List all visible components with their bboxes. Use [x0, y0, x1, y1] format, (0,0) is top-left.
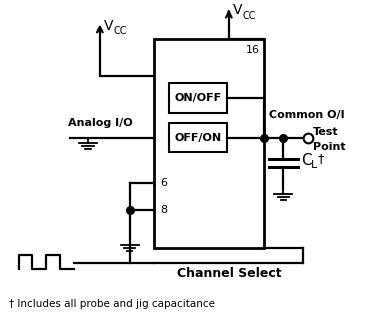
Polygon shape	[154, 39, 264, 248]
Text: Common O/I: Common O/I	[269, 110, 344, 120]
Text: C: C	[301, 153, 312, 168]
Text: OFF/ON: OFF/ON	[174, 133, 222, 142]
Text: V: V	[104, 18, 114, 32]
Text: Test: Test	[313, 127, 339, 137]
Text: L: L	[311, 160, 318, 170]
Text: V: V	[233, 3, 242, 17]
Polygon shape	[169, 83, 227, 113]
Text: Analog I/O: Analog I/O	[68, 118, 133, 128]
Text: CC: CC	[114, 26, 127, 37]
Text: ON/OFF: ON/OFF	[174, 93, 222, 103]
Text: 16: 16	[246, 45, 260, 55]
Text: 6: 6	[160, 178, 168, 188]
Text: Point: Point	[313, 142, 346, 151]
Text: Channel Select: Channel Select	[177, 266, 281, 280]
Polygon shape	[169, 123, 227, 152]
Text: † Includes all probe and jig capacitance: † Includes all probe and jig capacitance	[9, 299, 215, 309]
Text: 8: 8	[160, 205, 168, 215]
Text: CC: CC	[243, 10, 256, 21]
Text: †: †	[318, 152, 324, 165]
